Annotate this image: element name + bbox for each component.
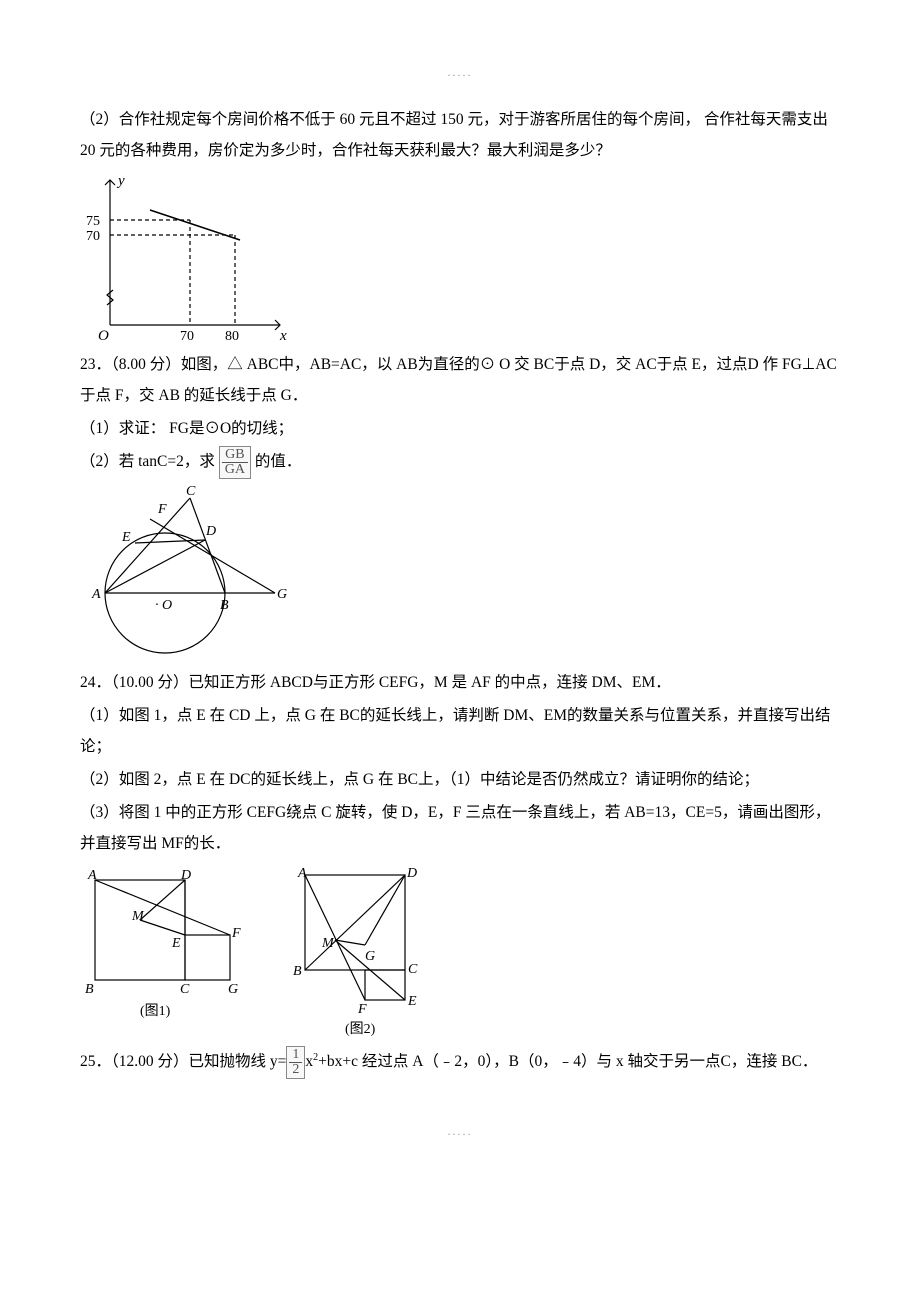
f2-F: F (357, 1002, 367, 1017)
q22-y-label: y (116, 173, 125, 189)
f1-G: G (228, 982, 238, 997)
q22-ytick-70: 70 (86, 229, 100, 244)
f1-caption: (图1) (140, 1004, 171, 1019)
q25-head: 25．（12.00 分）已知抛物线 y=12x2 +bx+c 经过点 A（﹣2，0… (80, 1046, 840, 1079)
header-dots: ..... (80, 60, 840, 84)
q22-ytick-75: 75 (86, 214, 100, 229)
q25-head-c: +bx+c 经过点 A（﹣2，0），B（0，﹣4）与 x 轴交于另一点C，连接 … (318, 1053, 817, 1070)
f2-C: C (408, 962, 418, 977)
footer-dots: ..... (80, 1119, 840, 1143)
q24-p1: （1）如图 1，点 E 在 CD 上，点 G 在 BC的延长线上，请判断 DM、… (80, 700, 840, 762)
q22-part2-text: （2）合作社规定每个房间价格不低于 60 元且不超过 150 元，对于游客所居住… (80, 104, 840, 166)
q23-head: 23．（8.00 分）如图，△ ABC中，AB=AC，以 AB为直径的⊙ O 交… (80, 349, 840, 411)
q23-label-Odot: · (155, 598, 159, 613)
q22-chart: y x O 75 70 70 80 (80, 170, 290, 345)
f2-A: A (297, 866, 307, 881)
q23-label-D: D (205, 524, 216, 539)
q23-label-A: A (91, 587, 101, 602)
f1-C: C (180, 982, 190, 997)
q24-fig2: A D M G B C F E (图2) (290, 865, 450, 1040)
q23-label-G: G (277, 587, 287, 602)
q23-label-B: B (220, 598, 229, 613)
q23-frac-num: GB (222, 448, 248, 463)
q25-fraction: 12 (286, 1046, 305, 1079)
f2-M: M (321, 936, 335, 951)
f1-B: B (85, 982, 94, 997)
q23-label-C: C (186, 484, 196, 499)
q23-label-F: F (157, 502, 167, 517)
q23-fraction: GB GA (219, 446, 251, 479)
q24-head: 24．（10.00 分）已知正方形 ABCD与正方形 CEFG，M 是 AF 的… (80, 667, 840, 698)
q24-p3: （3）将图 1 中的正方形 CEFG绕点 C 旋转，使 D，E，F 三点在一条直… (80, 797, 840, 859)
q22-x-label: x (279, 328, 287, 344)
f1-D: D (180, 868, 191, 883)
f1-A: A (87, 868, 97, 883)
f2-caption: (图2) (345, 1022, 376, 1037)
q22-xtick-70: 70 (180, 329, 194, 344)
q23-p2a: （2）若 tanC=2，求 (80, 453, 215, 470)
q24-p2: （2）如图 2，点 E 在 DC的延长线上，点 G 在 BC上，（1）中结论是否… (80, 764, 840, 795)
q23-label-O: O (162, 598, 172, 613)
f2-G: G (365, 949, 375, 964)
f1-E: E (171, 936, 181, 951)
f1-F: F (231, 926, 241, 941)
f2-D: D (406, 866, 417, 881)
q23-frac-den: GA (222, 463, 248, 477)
f2-E: E (407, 994, 417, 1009)
f2-B: B (293, 964, 302, 979)
q23-p2b: 的值． (255, 453, 302, 470)
q25-head-a: 25．（12.00 分）已知抛物线 y= (80, 1053, 286, 1070)
f1-M: M (131, 909, 145, 924)
q24-fig1: A D M E F B C G (图1) (80, 865, 250, 1025)
q25-head-b: x (305, 1053, 313, 1070)
q23-p1: （1）求证： FG是⊙O的切线； (80, 413, 840, 444)
q23-label-E: E (121, 530, 131, 545)
q25-frac-den: 2 (289, 1063, 302, 1077)
q23-diagram: C F E D A · O B G (80, 483, 290, 663)
q25-frac-num: 1 (289, 1048, 302, 1063)
q23-p2: （2）若 tanC=2，求 GB GA 的值． (80, 446, 840, 479)
q22-origin: O (98, 328, 109, 344)
q22-xtick-80: 80 (225, 329, 239, 344)
